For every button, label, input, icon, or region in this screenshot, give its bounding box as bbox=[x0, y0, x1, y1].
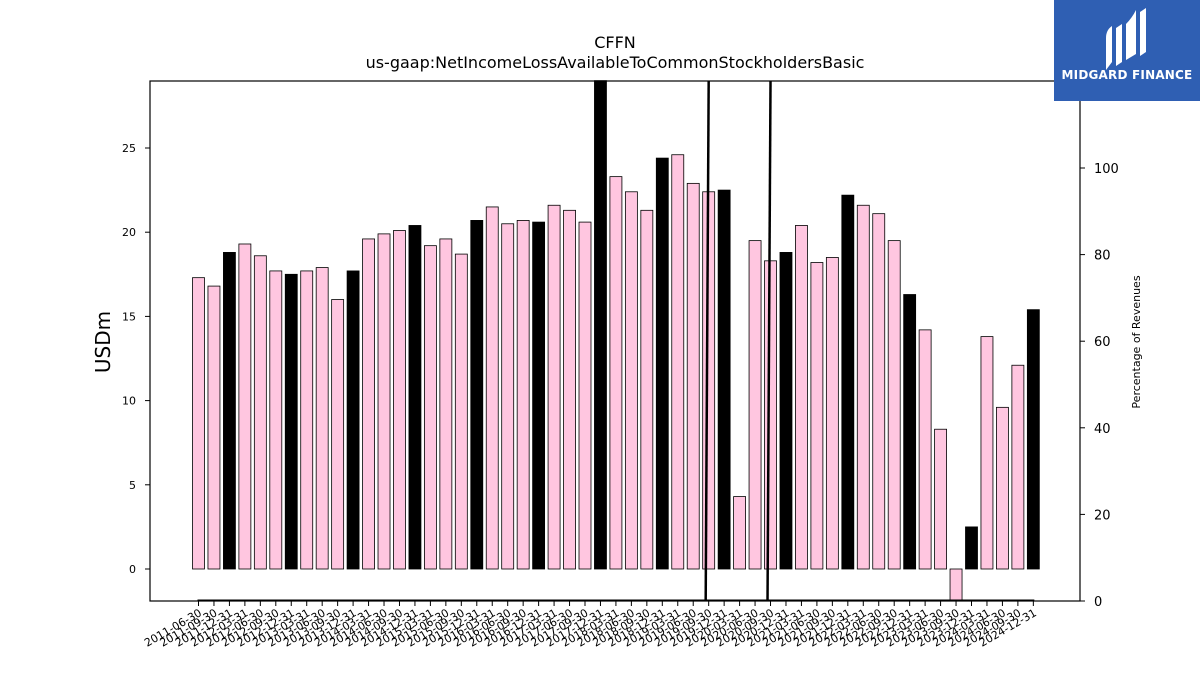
bar bbox=[856, 204, 870, 570]
y2-tick-label: 100 bbox=[1094, 162, 1119, 177]
bar bbox=[609, 176, 623, 570]
bar bbox=[269, 270, 283, 570]
logo-text: MIDGARD FINANCE bbox=[1061, 68, 1193, 82]
bar bbox=[717, 189, 731, 570]
bar bbox=[918, 329, 932, 570]
bar bbox=[192, 277, 205, 570]
bar bbox=[439, 238, 453, 570]
bar bbox=[547, 204, 561, 570]
bar bbox=[980, 336, 994, 570]
bar bbox=[795, 225, 808, 570]
logo-mark-icon bbox=[1106, 8, 1146, 70]
chart-subtitle: us-gaap:NetIncomeLossAvailableToCommonSt… bbox=[365, 53, 865, 72]
bar bbox=[423, 245, 437, 570]
bar bbox=[996, 406, 1009, 570]
bar bbox=[454, 253, 468, 570]
bar bbox=[563, 209, 576, 570]
bar bbox=[485, 206, 499, 570]
bar bbox=[253, 255, 267, 570]
bar bbox=[300, 270, 314, 570]
bar bbox=[655, 157, 669, 570]
bar bbox=[965, 526, 978, 570]
bar bbox=[903, 294, 917, 570]
y2-tick-label: 20 bbox=[1094, 508, 1111, 523]
bar bbox=[671, 154, 685, 570]
y-tick-label: 10 bbox=[122, 395, 136, 408]
bar bbox=[1011, 364, 1025, 570]
y-axis-label: USDm bbox=[91, 311, 115, 373]
percentage-line bbox=[704, 80, 710, 602]
bar bbox=[934, 428, 947, 570]
bar bbox=[640, 209, 654, 570]
y-tick-label: 5 bbox=[129, 479, 136, 492]
bar bbox=[408, 225, 422, 570]
bar bbox=[532, 221, 546, 570]
bar bbox=[393, 230, 406, 570]
bar bbox=[516, 220, 530, 570]
y2-axis-label: Percentage of Revenues bbox=[1130, 275, 1143, 408]
bar bbox=[346, 270, 360, 570]
bar bbox=[810, 262, 824, 570]
bar bbox=[470, 220, 484, 570]
bar bbox=[315, 267, 329, 570]
y-tick-label: 15 bbox=[122, 310, 136, 323]
chart-title: CFFN bbox=[594, 33, 636, 52]
bar bbox=[779, 252, 793, 570]
midgard-finance-logo: MIDGARD FINANCE bbox=[1054, 0, 1200, 101]
y-tick-label: 20 bbox=[122, 226, 136, 239]
bar bbox=[331, 299, 345, 570]
bar bbox=[238, 243, 252, 570]
bar bbox=[207, 285, 221, 570]
y2-tick-label: 40 bbox=[1094, 422, 1111, 437]
bar bbox=[223, 252, 236, 570]
y2-tick-label: 0 bbox=[1094, 595, 1102, 610]
bar bbox=[377, 233, 391, 570]
bar bbox=[578, 221, 592, 570]
y2-tick-label: 60 bbox=[1094, 335, 1111, 350]
bar bbox=[1026, 309, 1040, 570]
percentage-line bbox=[766, 80, 772, 602]
y-tick-label: 25 bbox=[122, 142, 136, 155]
bar bbox=[624, 191, 638, 570]
y2-tick-label: 80 bbox=[1094, 249, 1111, 264]
bar bbox=[887, 240, 901, 570]
bar bbox=[872, 213, 886, 570]
bar bbox=[748, 240, 762, 570]
bar bbox=[362, 238, 375, 570]
bar bbox=[733, 496, 746, 570]
bar bbox=[841, 194, 855, 570]
bar bbox=[594, 80, 607, 570]
bar bbox=[501, 223, 515, 570]
y-tick-label: 0 bbox=[129, 563, 136, 576]
bar bbox=[825, 257, 839, 570]
bar bbox=[686, 182, 700, 570]
bar bbox=[284, 273, 298, 570]
bar bbox=[949, 568, 963, 602]
bar bbox=[764, 260, 777, 570]
